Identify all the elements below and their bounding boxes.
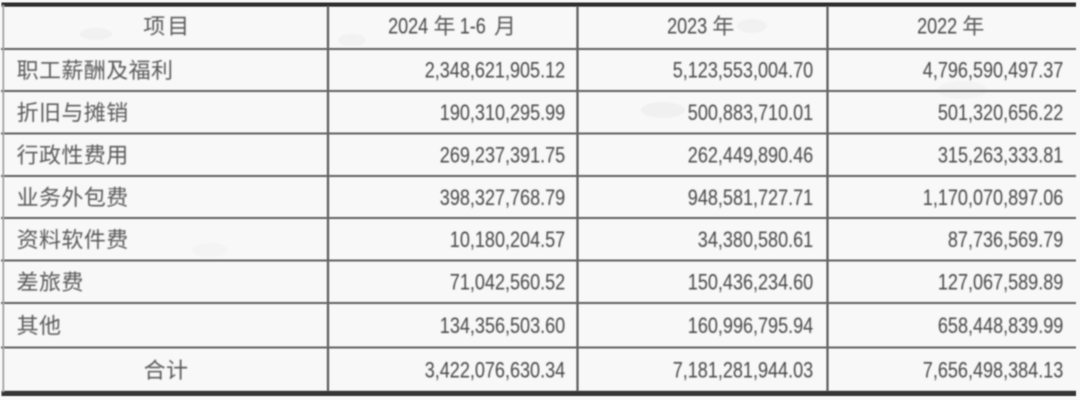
svg-text:34,380,580.61: 34,380,580.61 [698,227,813,252]
svg-text:3,422,076,630.34: 3,422,076,630.34 [425,358,566,383]
svg-text:398,327,768.79: 398,327,768.79 [440,185,565,210]
svg-text:1,170,070,897.06: 1,170,070,897.06 [923,185,1064,210]
svg-text:269,237,391.75: 269,237,391.75 [440,143,565,168]
svg-text:2024: 2024 [388,14,428,39]
svg-text:1-6: 1-6 [460,14,486,39]
svg-text:160,996,795.94: 160,996,795.94 [688,313,813,338]
svg-text:7,656,498,384.13: 7,656,498,384.13 [923,358,1064,383]
svg-text:4,796,590,497.37: 4,796,590,497.37 [923,58,1064,83]
svg-text:2,348,621,905.12: 2,348,621,905.12 [425,58,566,83]
svg-text:315,263,333.81: 315,263,333.81 [938,143,1063,168]
svg-text:150,436,234.60: 150,436,234.60 [688,270,813,295]
svg-text:190,310,295.99: 190,310,295.99 [440,100,565,125]
svg-text:134,356,503.60: 134,356,503.60 [440,313,565,338]
svg-text:127,067,589.89: 127,067,589.89 [938,270,1063,295]
svg-text:948,581,727.71: 948,581,727.71 [688,185,813,210]
svg-text:71,042,560.52: 71,042,560.52 [450,270,565,295]
svg-text:262,449,890.46: 262,449,890.46 [688,143,813,168]
svg-text:5,123,553,004.70: 5,123,553,004.70 [673,58,814,83]
svg-text:7,181,281,944.03: 7,181,281,944.03 [673,358,814,383]
svg-text:2022: 2022 [917,14,957,39]
svg-text:501,320,656.22: 501,320,656.22 [938,100,1063,125]
svg-text:658,448,839.99: 658,448,839.99 [938,313,1063,338]
svg-text:2023: 2023 [667,14,707,39]
svg-text:500,883,710.01: 500,883,710.01 [688,100,813,125]
svg-text:87,736,569.79: 87,736,569.79 [948,227,1063,252]
svg-text:10,180,204.57: 10,180,204.57 [450,227,565,252]
